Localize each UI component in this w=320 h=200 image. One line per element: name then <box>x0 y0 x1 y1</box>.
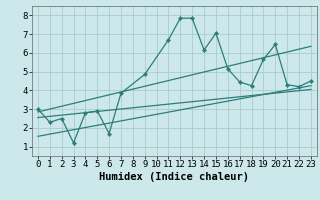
X-axis label: Humidex (Indice chaleur): Humidex (Indice chaleur) <box>100 172 249 182</box>
